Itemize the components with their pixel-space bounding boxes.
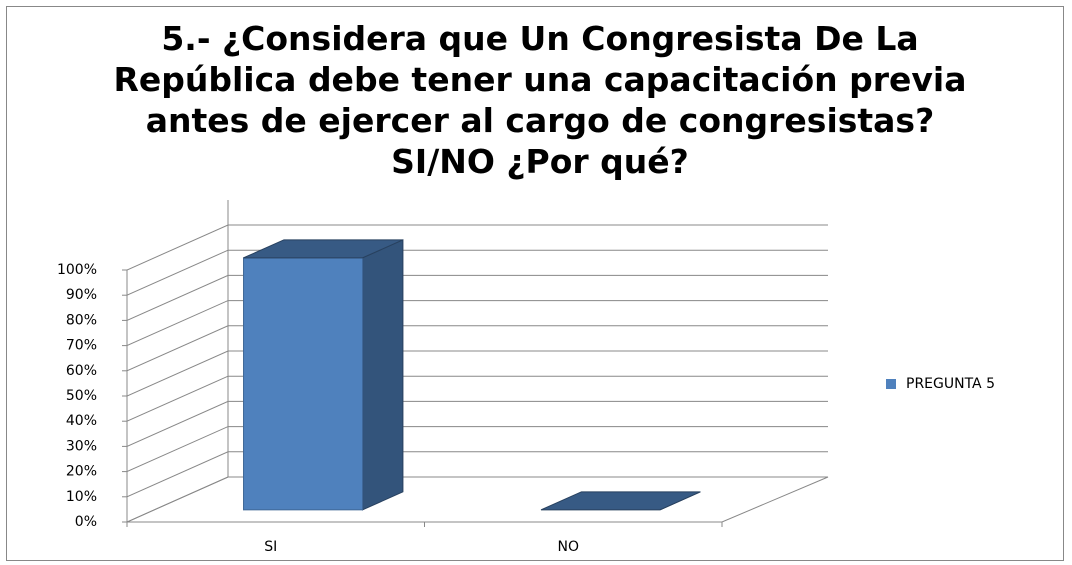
y-tick-label: 20%: [66, 464, 97, 480]
y-tick-label: 30%: [66, 438, 97, 454]
grid-line: [126, 350, 828, 397]
chart-frame: [6, 6, 1064, 561]
grid-line: [126, 325, 828, 372]
y-tick-label: 0%: [75, 514, 97, 530]
y-tick-label: 60%: [66, 363, 97, 379]
bar-top: [243, 239, 404, 259]
x-tick-label: SI: [264, 539, 277, 555]
bar-top: [540, 491, 701, 511]
chart-title: 5.- ¿Considera que Un Congresista De La …: [113, 19, 967, 181]
grid-line: [126, 426, 828, 473]
grid-line: [126, 249, 828, 296]
grid-line: [126, 476, 828, 523]
y-tick-label: 70%: [66, 338, 97, 354]
bar-side: [362, 239, 404, 511]
y-tick-label: 100%: [57, 262, 97, 278]
grid-line: [126, 300, 828, 347]
y-tick-label: 40%: [66, 413, 97, 429]
grid-line: [126, 224, 828, 271]
grid-line: [126, 400, 828, 447]
x-tick-label: NO: [558, 539, 580, 555]
floor: [126, 476, 829, 523]
y-tick-label: 10%: [66, 489, 97, 505]
y-tick-label: 80%: [66, 312, 97, 328]
y-tick-label: 90%: [66, 287, 97, 303]
legend-label: PREGUNTA 5: [906, 376, 995, 392]
grid-line: [126, 451, 828, 498]
legend-swatch: [886, 379, 896, 389]
bar: [243, 257, 364, 511]
grid-line: [126, 375, 828, 422]
y-tick-label: 50%: [66, 388, 97, 404]
grid-line: [126, 274, 828, 321]
